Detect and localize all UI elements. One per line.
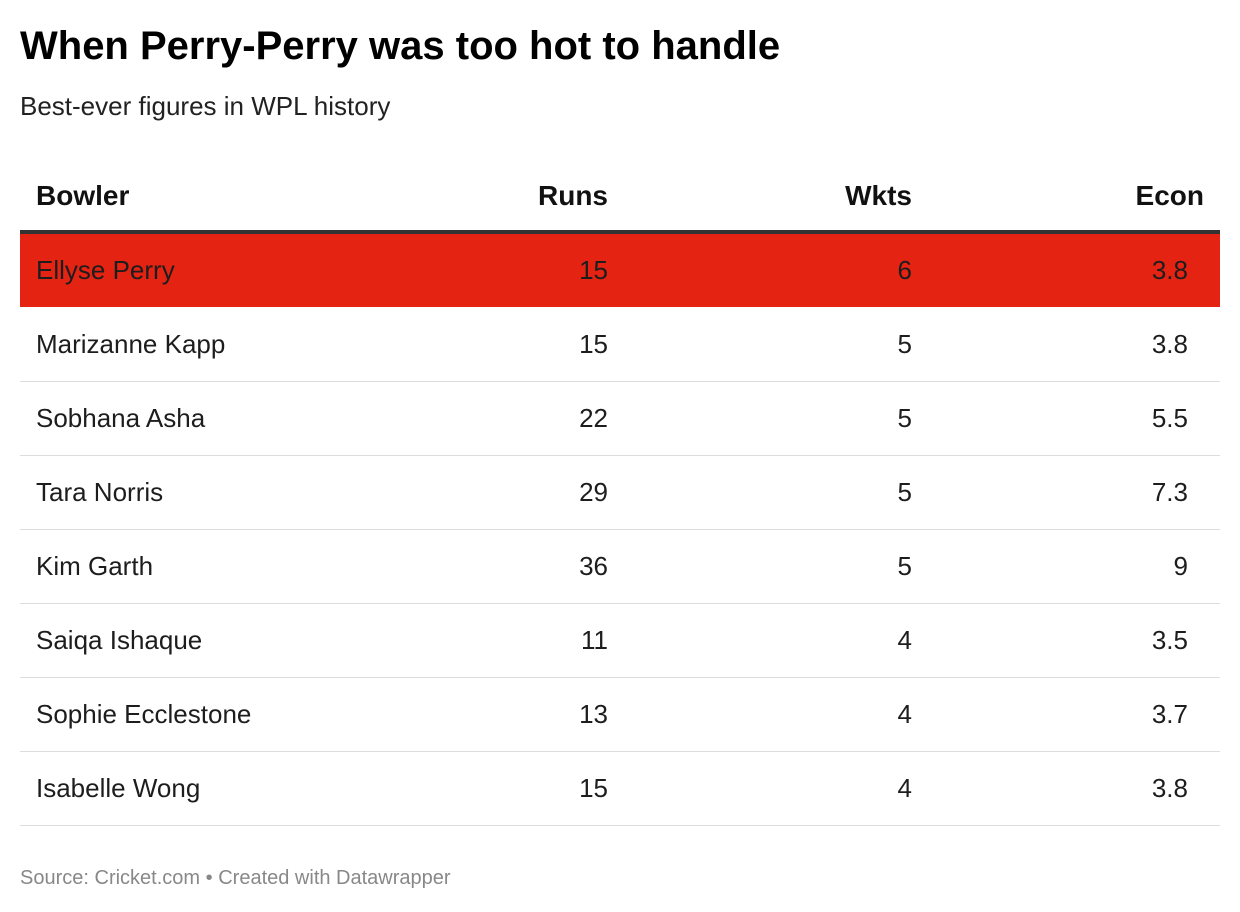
table-row-highlighted: Ellyse Perry 15 6 3.8 (20, 234, 1220, 308)
cell-runs: 15 (579, 329, 608, 359)
cell-wkts: 6 (897, 255, 912, 285)
cell-econ: 3.8 (1151, 773, 1188, 803)
table-header-row: Bowler Runs Wkts Econ (20, 162, 1220, 234)
cell-wkts: 4 (897, 699, 912, 729)
column-header-runs[interactable]: Runs (538, 180, 608, 211)
cell-bowler: Tara Norris (36, 477, 164, 507)
cell-runs: 22 (579, 403, 608, 433)
cell-bowler: Ellyse Perry (36, 255, 175, 285)
cell-econ: 3.5 (1151, 625, 1188, 655)
table-row: Tara Norris 29 5 7.3 (20, 456, 1220, 530)
cell-wkts: 4 (897, 625, 912, 655)
cell-econ: 5.5 (1151, 403, 1188, 433)
source-name: Cricket.com (94, 867, 201, 889)
cell-wkts: 5 (897, 551, 912, 581)
cell-econ: 7.3 (1151, 477, 1188, 507)
figures-table: Bowler Runs Wkts Econ Ellyse Perry 15 6 3.8… (20, 162, 1220, 826)
cell-runs: 36 (579, 551, 608, 581)
table-row: Kim Garth 36 5 9 (20, 530, 1220, 604)
cell-econ: 3.7 (1151, 699, 1188, 729)
cell-bowler: Isabelle Wong (36, 773, 201, 803)
cell-runs: 11 (581, 625, 608, 655)
chart-subtitle: Best-ever figures in WPL history (20, 91, 391, 121)
cell-econ: 9 (1173, 551, 1188, 581)
source-label: Source: (20, 867, 89, 889)
table-row: Sophie Ecclestone 13 4 3.7 (20, 678, 1220, 752)
table-body: Ellyse Perry 15 6 3.8 Marizanne Kapp 15 5 3.8 So… (20, 234, 1220, 826)
cell-runs: 29 (579, 477, 608, 507)
column-header-bowler[interactable]: Bowler (36, 180, 130, 211)
cell-wkts: 5 (897, 477, 912, 507)
footer-separator: • (205, 867, 213, 889)
table-row: Saiqa Ishaque 11 4 3.5 (20, 604, 1220, 678)
cell-bowler: Kim Garth (36, 551, 154, 581)
cell-wkts: 5 (897, 403, 912, 433)
chart-title: When Perry-Perry was too hot to handle (20, 24, 781, 68)
cell-bowler: Saiqa Ishaque (36, 625, 203, 655)
cell-wkts: 5 (897, 329, 912, 359)
cell-wkts: 4 (897, 773, 912, 803)
cell-bowler: Sobhana Asha (36, 403, 206, 433)
datawrapper-credit: Created with Datawrapper (218, 867, 451, 889)
cell-bowler: Sophie Ecclestone (36, 699, 252, 729)
cell-econ: 3.8 (1151, 255, 1188, 285)
column-header-wkts[interactable]: Wkts (845, 180, 912, 211)
table-row: Marizanne Kapp 15 5 3.8 (20, 308, 1220, 382)
source-footer: Source: Cricket.com • Created with Dataw… (20, 864, 451, 892)
cell-bowler: Marizanne Kapp (36, 329, 226, 359)
cell-runs: 15 (579, 773, 608, 803)
cell-runs: 13 (579, 699, 608, 729)
table-row: Sobhana Asha 22 5 5.5 (20, 382, 1220, 456)
column-header-econ[interactable]: Econ (1135, 180, 1204, 211)
table-row: Isabelle Wong 15 4 3.8 (20, 752, 1220, 826)
cell-runs: 15 (579, 255, 608, 285)
cell-econ: 3.8 (1151, 329, 1188, 359)
